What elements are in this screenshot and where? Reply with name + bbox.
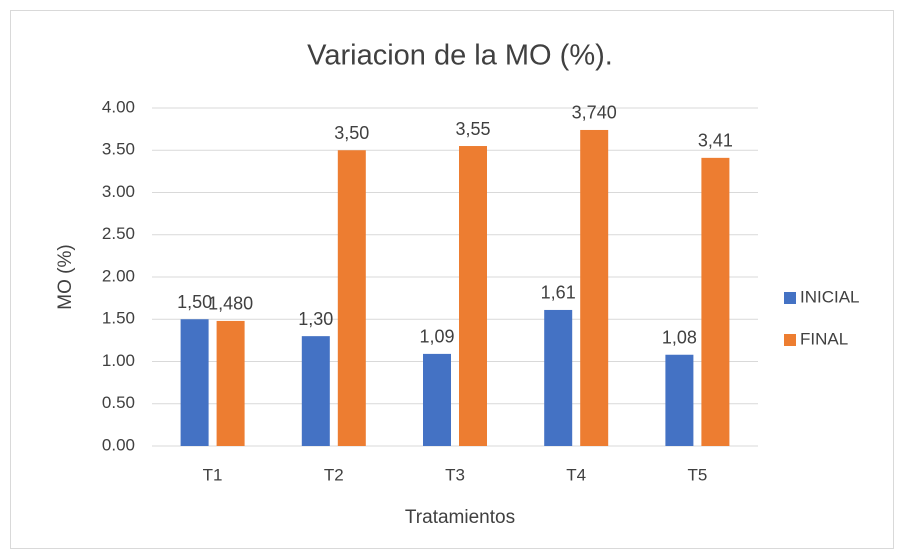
bar [301, 336, 330, 446]
value-label: 3,41 [698, 131, 733, 151]
value-label: 1,30 [298, 309, 333, 329]
bar [701, 157, 730, 447]
x-tick-label: T3 [445, 465, 465, 484]
chart-title: Variacion de la MO (%). [307, 40, 613, 72]
x-tick-label: T1 [203, 465, 223, 484]
legend-swatch [784, 334, 796, 346]
x-tick-label: T2 [324, 465, 344, 484]
bar [459, 146, 487, 446]
value-label: 1,09 [419, 327, 454, 347]
y-tick-label: 0.50 [102, 393, 135, 412]
bar [337, 150, 366, 446]
x-tick-label: T5 [687, 465, 707, 484]
value-label: 1,08 [662, 327, 697, 347]
y-tick-label: 1.00 [102, 351, 135, 370]
y-tick-label: 1.50 [102, 309, 135, 328]
value-label: 1,480 [208, 294, 253, 314]
value-label: 1,50 [177, 292, 212, 312]
bar [423, 353, 451, 446]
value-label: 3,740 [572, 103, 617, 123]
legend-swatch [784, 292, 796, 304]
bar [180, 319, 209, 446]
y-tick-label: 2.50 [102, 224, 135, 243]
y-tick-label: 0.00 [102, 435, 135, 454]
bar [544, 309, 573, 446]
x-axis-label: Tratamientos [405, 507, 515, 528]
value-label: 1,61 [541, 283, 576, 303]
chart-frame [10, 10, 894, 549]
y-tick-label: 3.50 [102, 140, 135, 159]
y-tick-label: 3.00 [102, 182, 135, 201]
bar [580, 129, 609, 446]
bar [216, 320, 245, 446]
value-label: 3,55 [455, 119, 490, 139]
legend-label: INICIAL [800, 287, 860, 306]
y-tick-label: 4.00 [102, 97, 135, 116]
value-label: 3,50 [334, 123, 369, 143]
bar [665, 354, 694, 446]
x-tick-label: T4 [566, 465, 586, 484]
y-tick-label: 2.00 [102, 266, 135, 285]
legend-label: FINAL [800, 329, 848, 348]
y-axis-label: MO (%) [55, 244, 76, 309]
